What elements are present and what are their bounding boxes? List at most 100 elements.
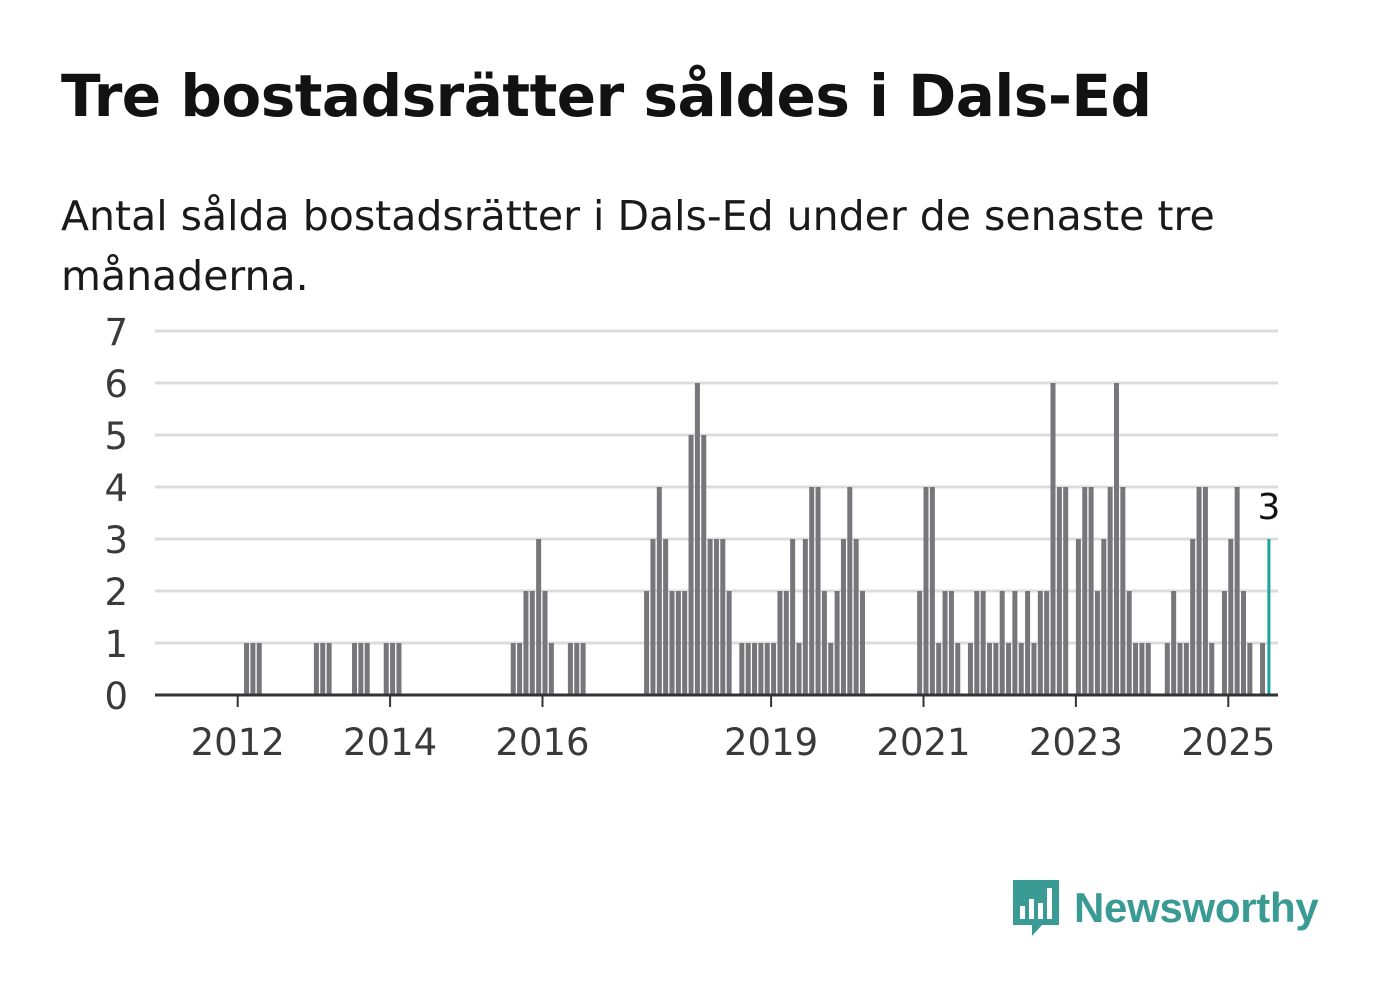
bar	[1247, 643, 1253, 695]
newsworthy-logo: Newsworthy	[1010, 878, 1319, 938]
bar	[250, 643, 256, 695]
chart-title: Tre bostadsrätter såldes i Dals-Ed	[61, 62, 1152, 130]
chart-subtitle: Antal sålda bostadsrätter i Dals-Ed unde…	[61, 192, 1215, 300]
bar	[1133, 643, 1139, 695]
y-tick-label: 4	[104, 467, 128, 510]
bar	[656, 487, 662, 695]
y-tick-label: 7	[104, 311, 128, 354]
y-tick-label: 6	[104, 363, 128, 406]
bar	[529, 591, 535, 695]
bar	[771, 643, 777, 695]
x-tick-label: 2019	[724, 721, 818, 764]
bar	[523, 591, 529, 695]
bar	[1107, 487, 1113, 695]
bar	[510, 643, 516, 695]
bar	[1171, 591, 1177, 695]
bar	[669, 591, 675, 695]
y-tick-label: 1	[104, 623, 128, 666]
bar	[1202, 487, 1208, 695]
bar	[821, 591, 827, 695]
bar	[936, 643, 942, 695]
bar	[536, 539, 542, 695]
bar	[917, 591, 923, 695]
bar	[1190, 539, 1196, 695]
bar	[364, 643, 370, 695]
bar	[802, 539, 808, 695]
bar	[987, 643, 992, 695]
bar	[644, 591, 650, 695]
bar	[650, 539, 656, 695]
bar	[777, 591, 783, 695]
bar	[313, 643, 319, 695]
x-tick-label: 2025	[1181, 721, 1275, 764]
bar	[1006, 643, 1012, 695]
bar	[1145, 643, 1151, 695]
bar	[923, 487, 929, 695]
bar	[720, 539, 726, 695]
bar	[828, 643, 834, 695]
bar	[1221, 591, 1227, 695]
bar	[1234, 487, 1240, 695]
x-tick-label: 2021	[876, 721, 970, 764]
bar	[1241, 591, 1246, 695]
bar	[1063, 487, 1069, 695]
bar	[1228, 539, 1234, 695]
bar	[1075, 539, 1081, 695]
x-tick-label: 2012	[191, 721, 285, 764]
bar	[1120, 487, 1126, 695]
bar	[1044, 591, 1050, 695]
bar	[847, 487, 853, 695]
bar	[320, 643, 326, 695]
bar	[860, 591, 865, 695]
bar	[790, 539, 796, 695]
bar	[694, 383, 700, 695]
bar	[999, 591, 1005, 695]
bar	[1050, 383, 1056, 695]
bar	[1025, 591, 1031, 695]
bar	[1056, 487, 1062, 695]
bar	[1260, 643, 1266, 695]
bar	[548, 643, 554, 695]
y-axis-labels: 0 1 2 3 4 5 6 7	[104, 311, 128, 718]
bar	[1139, 643, 1145, 695]
bar	[1018, 643, 1024, 695]
bar	[574, 643, 580, 695]
bar	[675, 591, 681, 695]
bar	[256, 643, 262, 695]
bar	[567, 643, 573, 695]
bar	[745, 643, 751, 695]
y-tick-label: 0	[104, 675, 128, 718]
annotations: 3	[1254, 484, 1283, 531]
bar	[707, 539, 713, 695]
bar	[974, 591, 980, 695]
y-tick-label: 3	[104, 519, 128, 562]
bar	[796, 643, 802, 695]
bar	[993, 643, 999, 695]
bar	[1094, 591, 1100, 695]
bar	[1012, 591, 1018, 695]
bar	[726, 591, 732, 695]
bar	[663, 539, 669, 695]
x-axis: 2012 2014 2016 2019 2021 2023 2025	[155, 693, 1278, 764]
bar	[739, 643, 745, 695]
bar	[853, 539, 859, 695]
bar	[955, 643, 961, 695]
bar	[326, 643, 332, 695]
bar	[244, 643, 250, 695]
bar	[948, 591, 954, 695]
bar	[383, 643, 389, 695]
y-tick-label: 2	[104, 571, 128, 614]
bar	[942, 591, 948, 695]
bar	[1164, 643, 1170, 695]
bar	[752, 643, 758, 695]
bar	[1209, 643, 1215, 695]
brand-name: Newsworthy	[1074, 884, 1319, 931]
bar	[840, 539, 846, 695]
bar	[396, 643, 402, 695]
bar	[1177, 643, 1183, 695]
bar	[1196, 487, 1202, 695]
bar	[358, 643, 364, 695]
bar	[517, 643, 523, 695]
bar	[1114, 383, 1119, 695]
